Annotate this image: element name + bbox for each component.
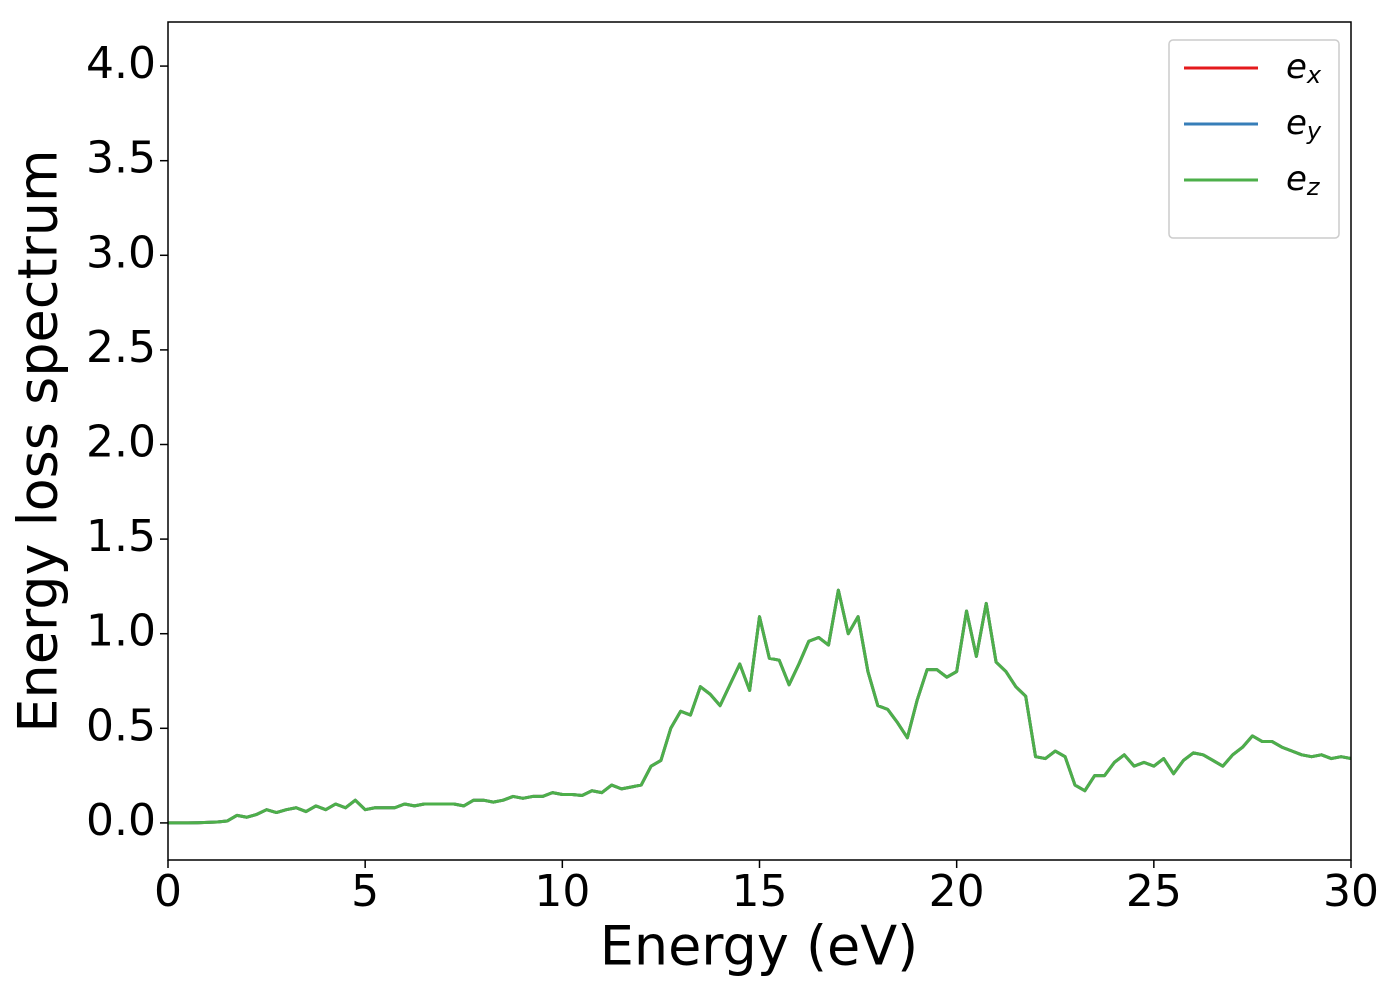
legend-label: ez [1286,159,1321,202]
y-tick-label: 2.0 [86,417,156,468]
legend-label: ex [1286,47,1322,90]
y-tick-label: 2.5 [86,322,156,373]
y-tick-label: 0.0 [86,795,156,846]
x-tick-label: 10 [534,866,590,917]
x-tick-label: 0 [154,866,182,917]
series-line [168,588,1351,825]
x-tick-label: 30 [1323,866,1379,917]
x-tick-label: 20 [929,866,985,917]
y-tick-label: 0.5 [86,700,156,751]
y-tick-label: 4.0 [86,38,156,89]
x-axis-label: Energy (eV) [600,915,919,978]
plot-frame [167,21,1352,861]
y-tick-label: 3.5 [86,133,156,184]
legend-box [1168,39,1340,239]
x-tick-label: 5 [351,866,379,917]
y-tick-label: 1.5 [86,511,156,562]
x-tick-label: 25 [1126,866,1182,917]
legend-label: ey [1286,103,1322,146]
y-axis-label: Energy loss spectrum [7,149,70,732]
y-tick-label: 3.0 [86,227,156,278]
y-tick-label: 1.0 [86,606,156,657]
x-tick-label: 15 [732,866,788,917]
